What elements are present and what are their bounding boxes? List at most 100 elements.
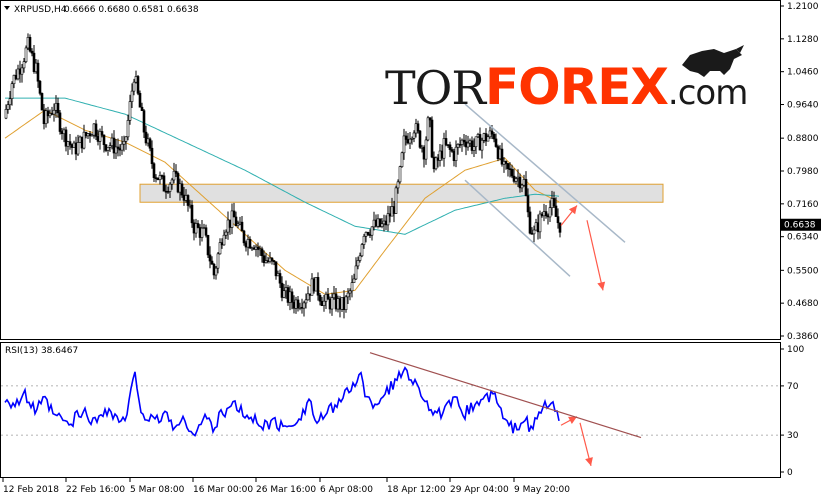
candle-bull <box>360 244 364 257</box>
candle-bear <box>210 260 214 265</box>
candle-bull <box>122 141 126 145</box>
price-tick-label: 0.3860 <box>787 332 819 342</box>
rsi-axis: 100 70 30 0 <box>780 345 804 478</box>
candle-bear <box>36 62 40 82</box>
candle-bear <box>296 299 300 309</box>
candle-bear <box>204 227 208 236</box>
rsi-arrow-1-head <box>568 416 577 424</box>
rsi-tick-label: 100 <box>787 345 804 355</box>
candle-bull <box>44 110 48 125</box>
time-tick-label: 29 Apr 04:00 <box>450 485 509 495</box>
candle-bull <box>52 109 56 115</box>
price-tick-label: 1.2100 <box>787 2 819 12</box>
candle-bear <box>316 277 320 296</box>
candle-bear <box>524 179 528 196</box>
candle-bear <box>448 144 452 150</box>
candle-bear <box>30 50 34 54</box>
candle-bear <box>404 135 408 140</box>
candle-bear <box>270 257 274 261</box>
price-arrow-2-shaft <box>586 220 604 291</box>
price-tick-label: 0.7980 <box>787 167 819 177</box>
candle-bear <box>192 222 196 234</box>
time-tick-label: 5 Mar 08:00 <box>130 485 185 495</box>
candle-bull <box>236 223 240 226</box>
candle-bear <box>180 183 184 196</box>
candle-bull <box>520 184 524 189</box>
candle-bull <box>194 223 198 234</box>
candle-bull <box>216 253 220 269</box>
channel-lower-line <box>464 179 571 277</box>
candle-bull <box>532 229 536 235</box>
candle-bull <box>370 226 374 236</box>
candle-bull <box>86 133 90 137</box>
candle-bull <box>538 213 542 233</box>
candle-bull <box>548 207 552 218</box>
candle-bear <box>102 134 106 145</box>
rsi-header: RSI(13) 38.6467 <box>5 346 78 356</box>
price-tick-label: 0.7160 <box>787 200 819 210</box>
candle-bull <box>454 146 458 161</box>
time-axis: 12 Feb 2018 22 Feb 16:00 5 Mar 08:00 16 Mar… <box>2 478 570 495</box>
candle-bull <box>356 260 360 267</box>
candle-bear <box>118 148 122 151</box>
candle-bear <box>220 242 224 246</box>
rsi-arrow-2-head <box>585 457 593 466</box>
candle-bull <box>330 297 334 310</box>
candle-bear <box>556 216 560 224</box>
candle-bear <box>366 232 370 235</box>
candle-bull <box>168 183 172 192</box>
candle-bear <box>430 119 434 158</box>
torforex-logo: TORFOREX.com <box>385 45 748 116</box>
candle-bull <box>172 170 176 181</box>
candle-bear <box>190 204 194 224</box>
candle-bull <box>158 175 162 180</box>
candle-bear <box>428 117 432 121</box>
candle-bull <box>480 139 484 151</box>
candle-bear <box>196 223 200 228</box>
candle-bull <box>456 144 460 148</box>
candle-bull <box>114 146 118 154</box>
candle-bull <box>514 178 518 182</box>
candle-bull <box>354 265 358 280</box>
candle-bear <box>162 175 166 192</box>
rsi-tick-label: 0 <box>787 468 793 478</box>
candle-bear <box>186 195 190 206</box>
candle-bear <box>418 130 422 148</box>
candle-bull <box>20 67 24 75</box>
collapse-triangle-icon[interactable] <box>4 6 10 10</box>
candle-bear <box>160 175 164 177</box>
price-arrow-1-head <box>568 205 577 215</box>
candle-bear <box>198 227 202 238</box>
candle-bull <box>124 136 128 142</box>
candle-bull <box>486 136 490 142</box>
candle-bull <box>466 142 470 148</box>
candle-bull <box>380 223 384 227</box>
candle-bear <box>252 247 256 250</box>
price-arrow-2-head <box>597 281 606 291</box>
candle-bull <box>426 117 430 141</box>
candle-bear <box>70 144 74 148</box>
candle-bull <box>386 213 390 226</box>
last-price-label: 0.6638 <box>784 221 816 231</box>
rsi-tick-label: 30 <box>787 431 799 441</box>
candle-bear <box>444 138 448 145</box>
candle-bull <box>120 143 124 151</box>
rsi-title: RSI(13) 38.6467 <box>5 346 78 356</box>
channel-upper-line <box>464 103 626 243</box>
price-channel <box>464 103 626 277</box>
candle-bear <box>150 147 154 164</box>
candle-bull <box>8 98 12 106</box>
candle-bear <box>174 170 178 174</box>
candle-bear <box>272 260 276 262</box>
candle-bull <box>394 187 398 214</box>
candle-bull <box>246 238 250 248</box>
candle-bull <box>434 157 438 170</box>
candle-bear <box>504 161 508 164</box>
candle-bear <box>528 211 532 234</box>
candle-bear <box>378 218 382 227</box>
price-tick-label: 0.6340 <box>787 233 819 243</box>
candle-bear <box>290 291 294 303</box>
candle-bull <box>90 134 94 137</box>
candle-bull <box>346 292 350 298</box>
